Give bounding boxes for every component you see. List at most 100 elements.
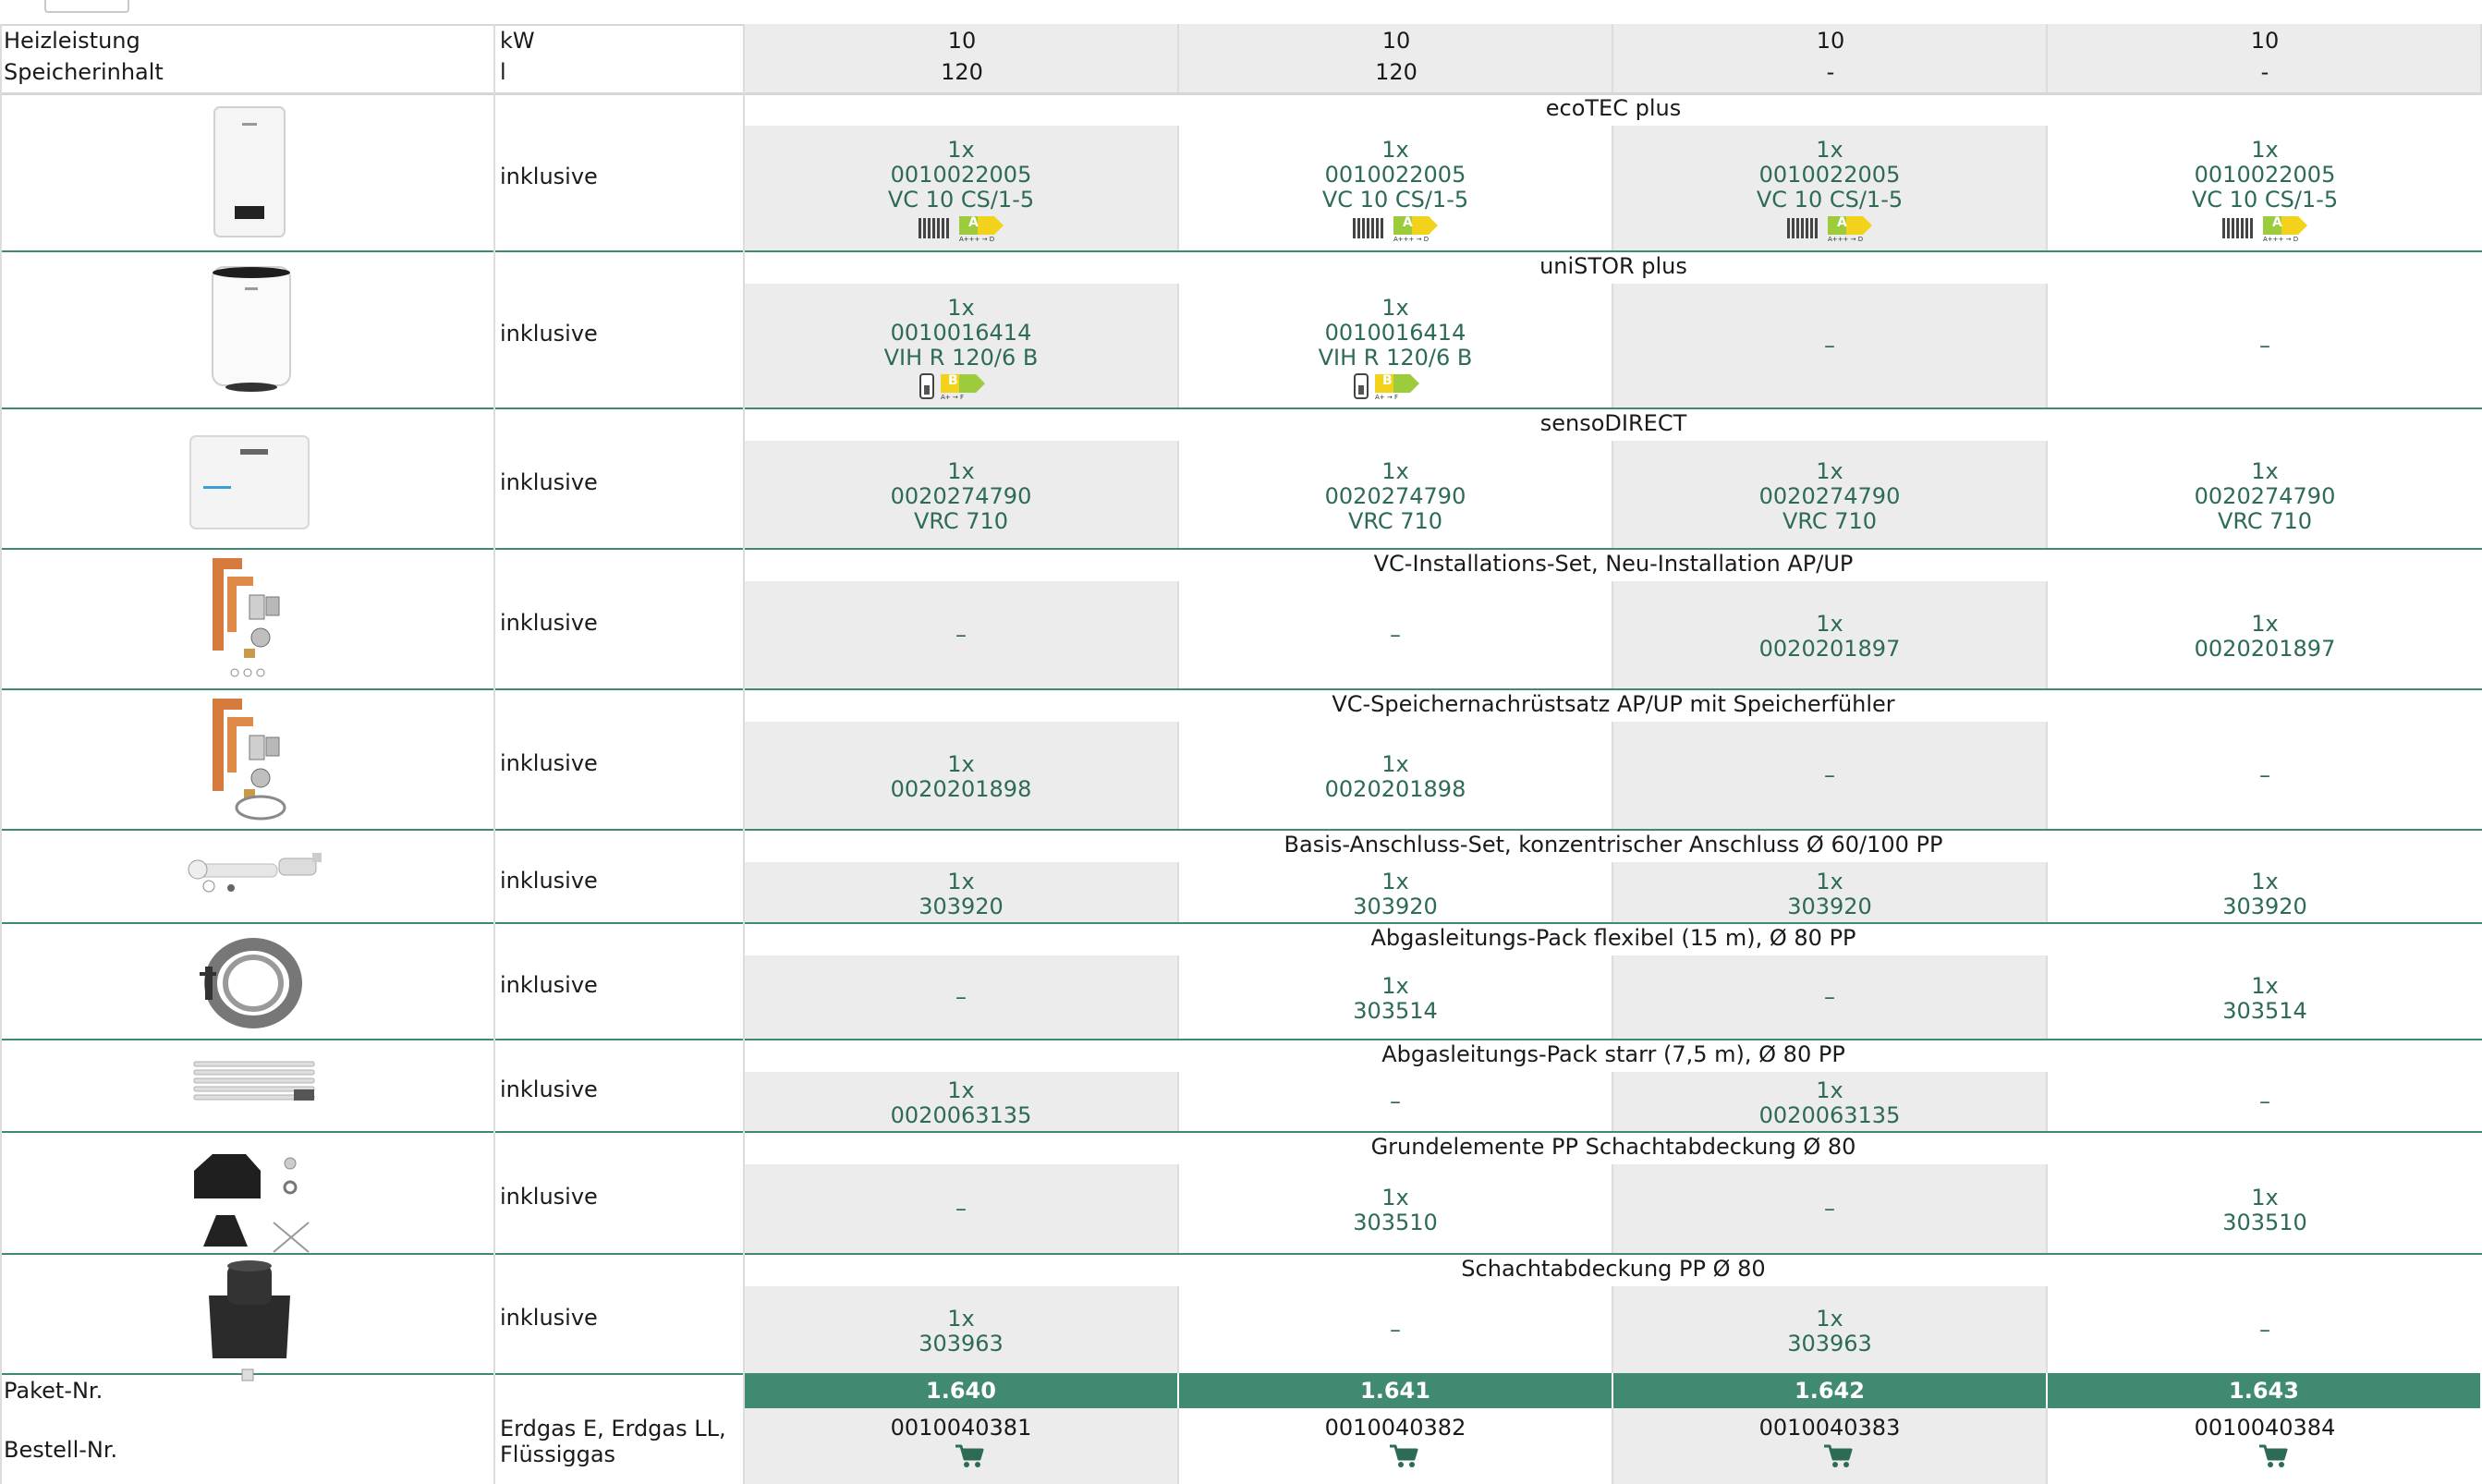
flue-connection-set-image bbox=[2, 829, 497, 922]
model-name: VC 10 CS/1-5 bbox=[1321, 187, 1469, 213]
package-cell: 1x 303514 bbox=[2048, 955, 2482, 1039]
empty-dash: – bbox=[955, 983, 967, 1010]
inclusion-label: inklusive bbox=[500, 867, 598, 894]
component-title: VC-Installations-Set, Neu-Installation A… bbox=[1373, 551, 1854, 577]
product-image-cell bbox=[0, 1131, 495, 1253]
package-cell: 1x 303510 bbox=[2048, 1164, 2482, 1253]
paket-number: 1.641 bbox=[1179, 1373, 1613, 1408]
quantity: 1x bbox=[1816, 868, 1843, 894]
quantity: 1x bbox=[1381, 137, 1409, 163]
article-number: 0020274790 bbox=[1324, 482, 1466, 509]
article-number: 303920 bbox=[2222, 893, 2307, 919]
empty-dash: – bbox=[1824, 983, 1835, 1010]
inclusion-cell bbox=[495, 688, 745, 829]
inclusion-cell bbox=[495, 922, 745, 1039]
speicherinhalt-value: - bbox=[2260, 59, 2269, 85]
package-cell: – bbox=[2048, 1286, 2482, 1373]
article-number: 0010022005 bbox=[1324, 162, 1466, 188]
inclusion-cell bbox=[495, 250, 745, 407]
heizleistung-value: 10 bbox=[1381, 28, 1411, 54]
bestell-label: Bestell-Nr. bbox=[4, 1437, 118, 1463]
gas-types: Erdgas E, Erdgas LL, Flüssiggas bbox=[500, 1416, 726, 1467]
package-cell: 1x 0020063135 bbox=[745, 1072, 1179, 1131]
article-number: 303510 bbox=[1353, 1210, 1438, 1235]
empty-dash: – bbox=[1824, 332, 1835, 359]
package-cell: – bbox=[1613, 955, 2048, 1039]
empty-dash: – bbox=[1390, 1088, 1401, 1114]
order-number: 0010040381 bbox=[890, 1415, 1032, 1441]
article-number: 0020201897 bbox=[2194, 636, 2336, 662]
article-number: 0010022005 bbox=[890, 162, 1032, 188]
model-name: VC 10 CS/1-5 bbox=[2191, 187, 2339, 213]
article-number: 303514 bbox=[1353, 998, 1438, 1024]
heating-energy-label-icon: A A+++ → D bbox=[745, 214, 1177, 243]
product-image-cell bbox=[0, 922, 495, 1039]
package-cell: 1x 303514 bbox=[1179, 955, 1613, 1039]
installation-set-image bbox=[2, 548, 497, 688]
spec-rows: Heizleistung kW 10 10 10 10 Speicherinhalt l 120… bbox=[0, 24, 2482, 95]
quantity: 1x bbox=[1816, 457, 1843, 484]
top-product-image-strip bbox=[0, 0, 2482, 26]
inclusion-cell bbox=[495, 548, 745, 688]
shopping-cart-icon[interactable] bbox=[2257, 1443, 2289, 1475]
shaft-cover-image bbox=[2, 1253, 497, 1381]
bestell-row: Bestell-Nr. Erdgas E, Erdgas LL, Flüssigg… bbox=[0, 1408, 2482, 1484]
order-cell: 0010040384 bbox=[2048, 1408, 2482, 1484]
gas-type-cell bbox=[495, 1408, 745, 1484]
quantity: 1x bbox=[2251, 137, 2279, 163]
article-number: 0020063135 bbox=[890, 1102, 1032, 1128]
order-cell: 0010040381 bbox=[745, 1408, 1179, 1484]
article-number: 303920 bbox=[1787, 893, 1872, 919]
inclusion-label: inklusive bbox=[500, 163, 598, 189]
quantity: 1x bbox=[1816, 1306, 1843, 1332]
wall-boiler-image bbox=[2, 92, 497, 250]
shopping-cart-icon[interactable] bbox=[1388, 1443, 1419, 1475]
spec-value-cell bbox=[2048, 24, 2482, 92]
product-image-cell bbox=[0, 1253, 497, 1381]
paket-label: Paket-Nr. bbox=[4, 1378, 103, 1404]
energy-class-range: A+++ → D bbox=[1828, 236, 1864, 243]
order-cell: 0010040382 bbox=[1179, 1408, 1613, 1484]
spec-unit-column bbox=[495, 24, 745, 92]
quantity: 1x bbox=[1816, 1077, 1843, 1103]
package-cell: 1x 0020063135 bbox=[1613, 1072, 2048, 1131]
package-cell: 1x 0020274790 VRC 710 bbox=[2048, 441, 2482, 548]
package-cell: 1x 0020201898 bbox=[1179, 722, 1613, 829]
package-cell: – bbox=[745, 1164, 1179, 1253]
controller-image bbox=[2, 407, 497, 548]
package-cell: 1x 0020201897 bbox=[2048, 581, 2482, 688]
component-title: ecoTEC plus bbox=[1545, 95, 1682, 121]
energy-class-letter: B bbox=[1382, 372, 1393, 388]
article-number: 0020201898 bbox=[890, 776, 1032, 802]
empty-dash: – bbox=[1390, 1316, 1401, 1343]
package-cell: 1x 0010022005 VC 10 CS/1-5 A A+++ → D bbox=[1613, 126, 2048, 250]
article-number: 303920 bbox=[1353, 893, 1438, 919]
rigid-flue-pack-image bbox=[2, 1039, 497, 1131]
article-number: 0020201898 bbox=[1324, 776, 1466, 802]
energy-class-letter: A bbox=[968, 215, 979, 230]
package-cell: – bbox=[2048, 1072, 2482, 1131]
component-title: Abgasleitungs-Pack flexibel (15 m), Ø 80… bbox=[1370, 925, 1856, 951]
shopping-cart-icon[interactable] bbox=[954, 1443, 985, 1475]
component-title: uniSTOR plus bbox=[1539, 253, 1687, 279]
energy-label: A A+++ → D bbox=[2048, 214, 2482, 243]
inclusion-label: inklusive bbox=[500, 321, 598, 347]
package-cell: – bbox=[2048, 284, 2482, 407]
model-name: VRC 710 bbox=[1347, 507, 1443, 534]
shopping-cart-icon[interactable] bbox=[1822, 1443, 1854, 1475]
package-cell: 1x 0010022005 VC 10 CS/1-5 A A+++ → D bbox=[745, 126, 1179, 250]
energy-label: A A+++ → D bbox=[1179, 214, 1612, 243]
quantity: 1x bbox=[2251, 973, 2279, 999]
inclusion-cell bbox=[495, 407, 745, 548]
package-cell: 1x 0010022005 VC 10 CS/1-5 A A+++ → D bbox=[2048, 126, 2482, 250]
empty-dash: – bbox=[955, 621, 967, 648]
inclusion-cell bbox=[495, 1131, 745, 1253]
product-image-thumbnail bbox=[44, 0, 129, 13]
paket-number: 1.640 bbox=[745, 1373, 1179, 1408]
package-cell: 1x 303920 bbox=[1613, 862, 2048, 922]
component-row: inklusive VC-Installations-Set, Neu-Insta… bbox=[0, 548, 2482, 690]
heizleistung-value: 10 bbox=[1816, 28, 1845, 54]
quantity: 1x bbox=[1381, 457, 1409, 484]
quantity: 1x bbox=[1381, 751, 1409, 777]
empty-dash: – bbox=[955, 1195, 967, 1222]
